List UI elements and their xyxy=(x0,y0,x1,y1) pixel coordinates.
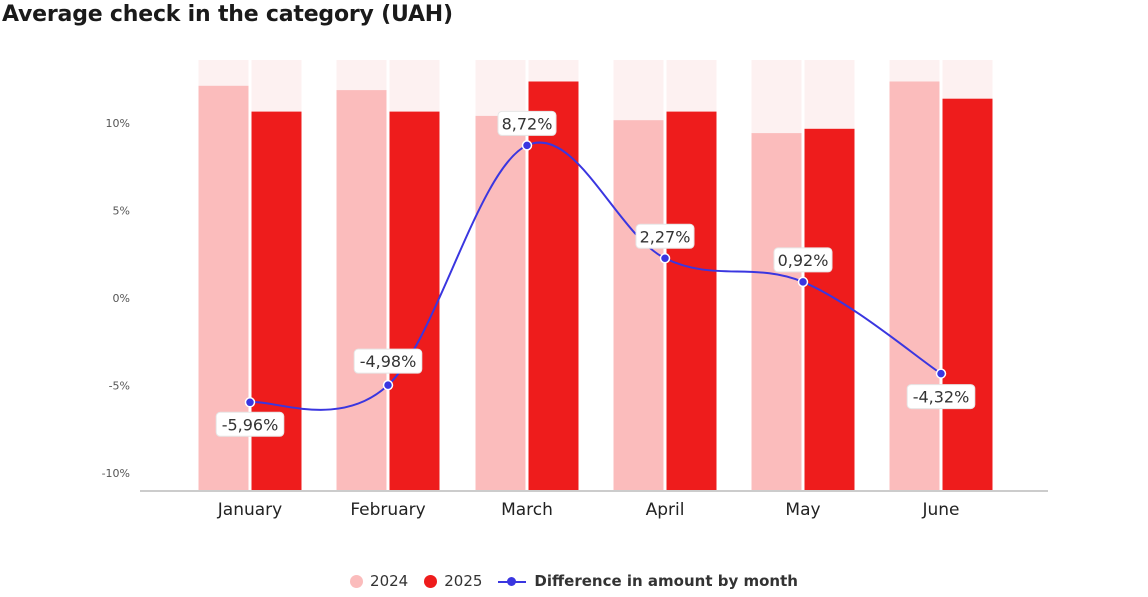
y-tick-label: 5% xyxy=(113,205,130,218)
difference-label: -4,98% xyxy=(360,352,417,371)
legend-label-2024: 2024 xyxy=(370,572,409,590)
difference-label-box xyxy=(215,411,285,437)
legend-label-difference: Difference in amount by month xyxy=(534,572,798,590)
difference-point xyxy=(935,368,947,379)
chart-title: Average check in the category (UAH) xyxy=(2,2,453,27)
difference-label-box xyxy=(497,110,557,136)
bar-2025-march xyxy=(528,81,579,490)
x-tick-label: January xyxy=(217,500,282,520)
x-tick-label: March xyxy=(501,500,553,520)
difference-label: -4,32% xyxy=(913,388,970,407)
legend-swatch-difference xyxy=(498,575,527,588)
difference-labels-group: -5,96% -4,98% 8,72% 2,27% 0,92% -4,32% xyxy=(215,110,976,437)
x-tick-label: April xyxy=(646,500,685,520)
y-tick-label: -10% xyxy=(102,467,130,480)
difference-point xyxy=(382,379,394,391)
x-ticks-group: January February March April May June xyxy=(217,500,960,520)
bar-2025-april xyxy=(666,111,717,490)
legend-swatch-2025 xyxy=(424,574,438,588)
bar-2024-february xyxy=(336,90,387,490)
bars-group xyxy=(198,60,993,491)
difference-label-box xyxy=(635,223,695,249)
y-tick-label: -5% xyxy=(109,380,130,393)
bar-2025-february xyxy=(389,111,440,490)
legend-item-2025: 2025 xyxy=(424,572,482,590)
difference-label: 2,27% xyxy=(640,227,691,246)
difference-point xyxy=(521,140,533,151)
y-tick-label: 0% xyxy=(113,292,130,305)
x-tick-label: February xyxy=(350,500,425,520)
legend-item-difference: Difference in amount by month xyxy=(498,572,798,590)
x-tick-label: June xyxy=(921,500,959,520)
difference-point xyxy=(797,276,809,288)
x-tick-label: May xyxy=(785,500,820,520)
bar-2024-june xyxy=(889,81,940,490)
difference-label: 0,92% xyxy=(778,251,829,270)
bar-2025-may xyxy=(804,128,855,491)
legend: 2024 2025 Difference in amount by month xyxy=(0,572,1148,590)
difference-points-group xyxy=(244,140,947,408)
bar-2024-march xyxy=(475,115,526,491)
legend-item-2024: 2024 xyxy=(350,572,408,590)
y-tick-label: 10% xyxy=(106,117,130,130)
legend-label-2025: 2025 xyxy=(444,572,483,590)
difference-label-box xyxy=(773,247,833,273)
legend-swatch-2024 xyxy=(350,574,364,588)
difference-point xyxy=(659,253,671,264)
bar-2024-may xyxy=(751,133,802,490)
y-ticks-group: 10% 5% 0% -5% -10% xyxy=(102,117,130,480)
difference-label-box xyxy=(353,348,423,374)
difference-label-box xyxy=(906,384,976,410)
difference-point xyxy=(244,397,256,408)
bar-2024-april xyxy=(613,120,664,490)
difference-label: 8,72% xyxy=(502,114,553,133)
bar-2025-june xyxy=(942,98,993,490)
difference-label: -5,96% xyxy=(222,415,279,434)
